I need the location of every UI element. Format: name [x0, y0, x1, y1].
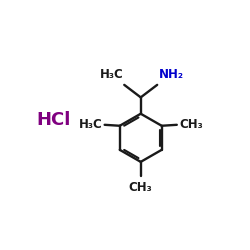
Text: CH₃: CH₃ [179, 118, 203, 131]
Text: H₃C: H₃C [78, 118, 102, 131]
Text: CH₃: CH₃ [129, 180, 152, 194]
Text: HCl: HCl [36, 110, 71, 128]
Text: NH₂: NH₂ [159, 68, 184, 82]
Text: H₃C: H₃C [100, 68, 123, 82]
